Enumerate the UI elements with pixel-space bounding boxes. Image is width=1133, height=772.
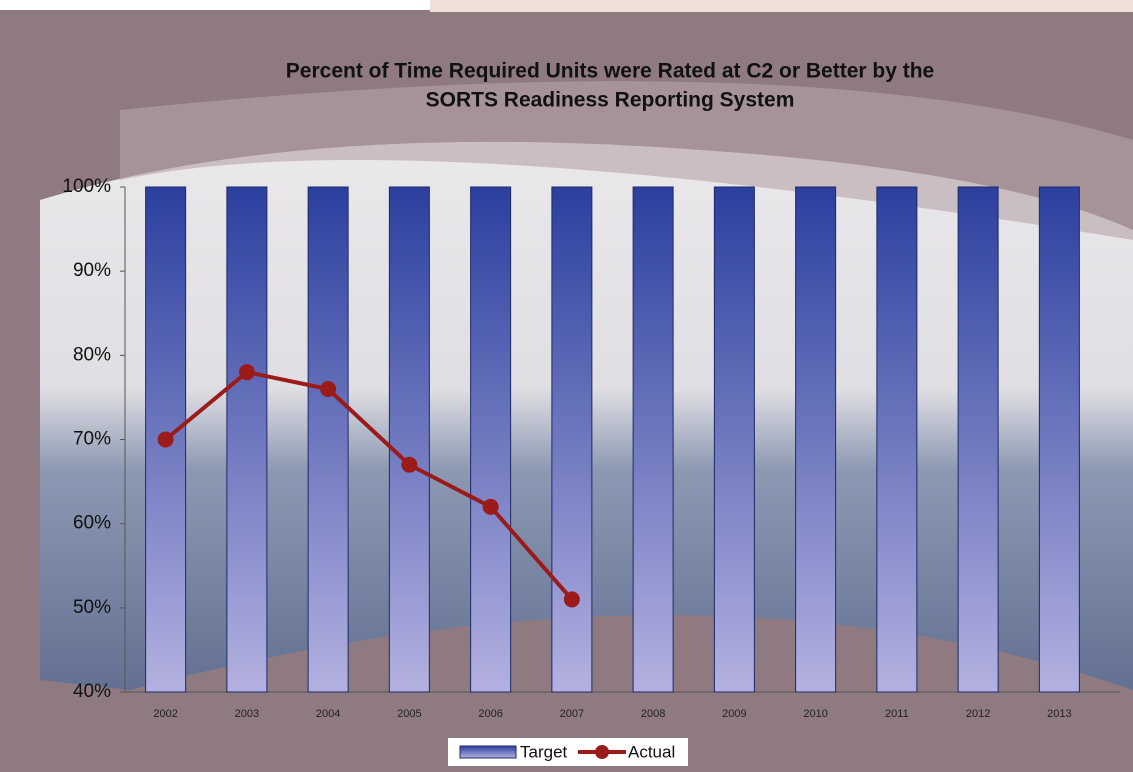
bar xyxy=(795,186,837,693)
x-tick-label: 2012 xyxy=(966,708,990,720)
marker xyxy=(482,498,499,515)
marker xyxy=(320,381,337,397)
line xyxy=(164,370,574,601)
bar xyxy=(226,186,268,693)
y-tick-label: 60% xyxy=(73,513,111,534)
chart-title: SORTS Readiness Reporting System xyxy=(426,89,795,112)
bar xyxy=(713,186,755,693)
bar xyxy=(632,186,674,693)
bar xyxy=(307,186,349,693)
marker xyxy=(563,591,580,608)
y-tick-label: 50% xyxy=(73,597,111,618)
legend-label: Actual xyxy=(628,742,675,761)
y-tick-label: 40% xyxy=(73,681,111,702)
x-tick-label: 2002 xyxy=(153,708,177,720)
bar xyxy=(470,186,512,693)
marker xyxy=(238,364,255,381)
y-tick-label: 100% xyxy=(62,176,111,197)
marker xyxy=(157,431,174,448)
bar xyxy=(876,186,918,693)
y-tick-label: 80% xyxy=(73,344,111,365)
x-tick-label: 2005 xyxy=(397,708,421,720)
marker xyxy=(401,456,418,473)
x-tick-label: 2004 xyxy=(316,708,340,720)
x-tick-label: 2011 xyxy=(885,708,909,720)
bar xyxy=(1038,186,1080,693)
x-tick-label: 2010 xyxy=(803,708,827,720)
x-tick-label: 2008 xyxy=(641,708,665,720)
top-strip xyxy=(430,0,1133,12)
x-tick-label: 2009 xyxy=(722,708,746,720)
legend-swatch xyxy=(595,745,609,759)
x-tick-label: 2013 xyxy=(1047,708,1071,720)
photo-deck xyxy=(0,690,1133,772)
bar xyxy=(957,186,999,693)
bar xyxy=(551,186,593,693)
chart-title: Percent of Time Required Units were Rate… xyxy=(286,60,934,83)
x-tick-label: 2006 xyxy=(478,708,502,720)
x-tick-label: 2003 xyxy=(235,708,259,720)
bar xyxy=(388,186,430,693)
y-tick-label: 70% xyxy=(73,429,111,450)
legend-label: Target xyxy=(520,742,568,761)
legend-swatch xyxy=(459,745,517,759)
y-tick-label: 90% xyxy=(73,260,111,281)
x-tick-label: 2007 xyxy=(560,708,584,720)
top-strip xyxy=(0,0,430,10)
